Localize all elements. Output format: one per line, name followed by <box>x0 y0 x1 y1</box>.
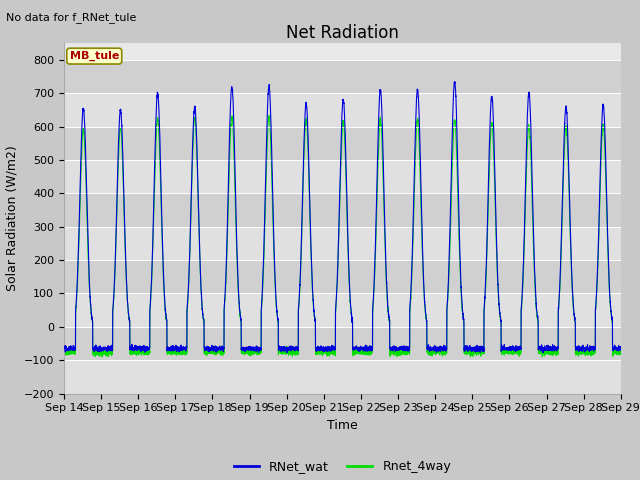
Bar <box>64 60 621 93</box>
Bar <box>64 93 621 127</box>
Title: Net Radiation: Net Radiation <box>286 24 399 42</box>
Bar <box>64 227 621 260</box>
Legend: RNet_wat, Rnet_4way: RNet_wat, Rnet_4way <box>228 456 456 479</box>
Bar <box>64 360 621 394</box>
Bar <box>64 260 621 293</box>
Text: MB_tule: MB_tule <box>70 51 119 61</box>
X-axis label: Time: Time <box>327 419 358 432</box>
Y-axis label: Solar Radiation (W/m2): Solar Radiation (W/m2) <box>5 145 18 291</box>
Bar <box>64 293 621 327</box>
Bar <box>64 327 621 360</box>
Bar <box>64 127 621 160</box>
Bar <box>64 193 621 227</box>
Bar <box>64 160 621 193</box>
Text: No data for f_RNet_tule: No data for f_RNet_tule <box>6 12 137 23</box>
